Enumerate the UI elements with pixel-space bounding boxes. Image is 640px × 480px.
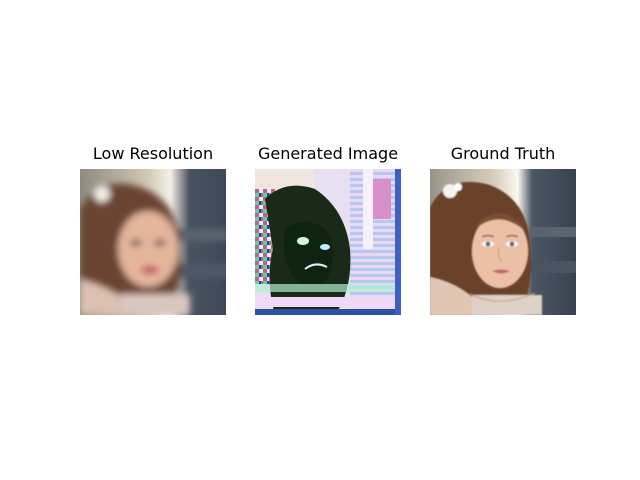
panel-title-low-resolution: Low Resolution [92, 144, 214, 163]
ground-truth-photo [430, 169, 576, 315]
image-ground-truth [430, 169, 576, 315]
panel-title-generated-image: Generated Image [257, 144, 399, 163]
low-resolution-photo [80, 169, 226, 315]
image-generated [255, 169, 401, 315]
generated-photo [255, 169, 401, 315]
image-low-resolution [80, 169, 226, 315]
panel-title-ground-truth: Ground Truth [450, 144, 556, 163]
